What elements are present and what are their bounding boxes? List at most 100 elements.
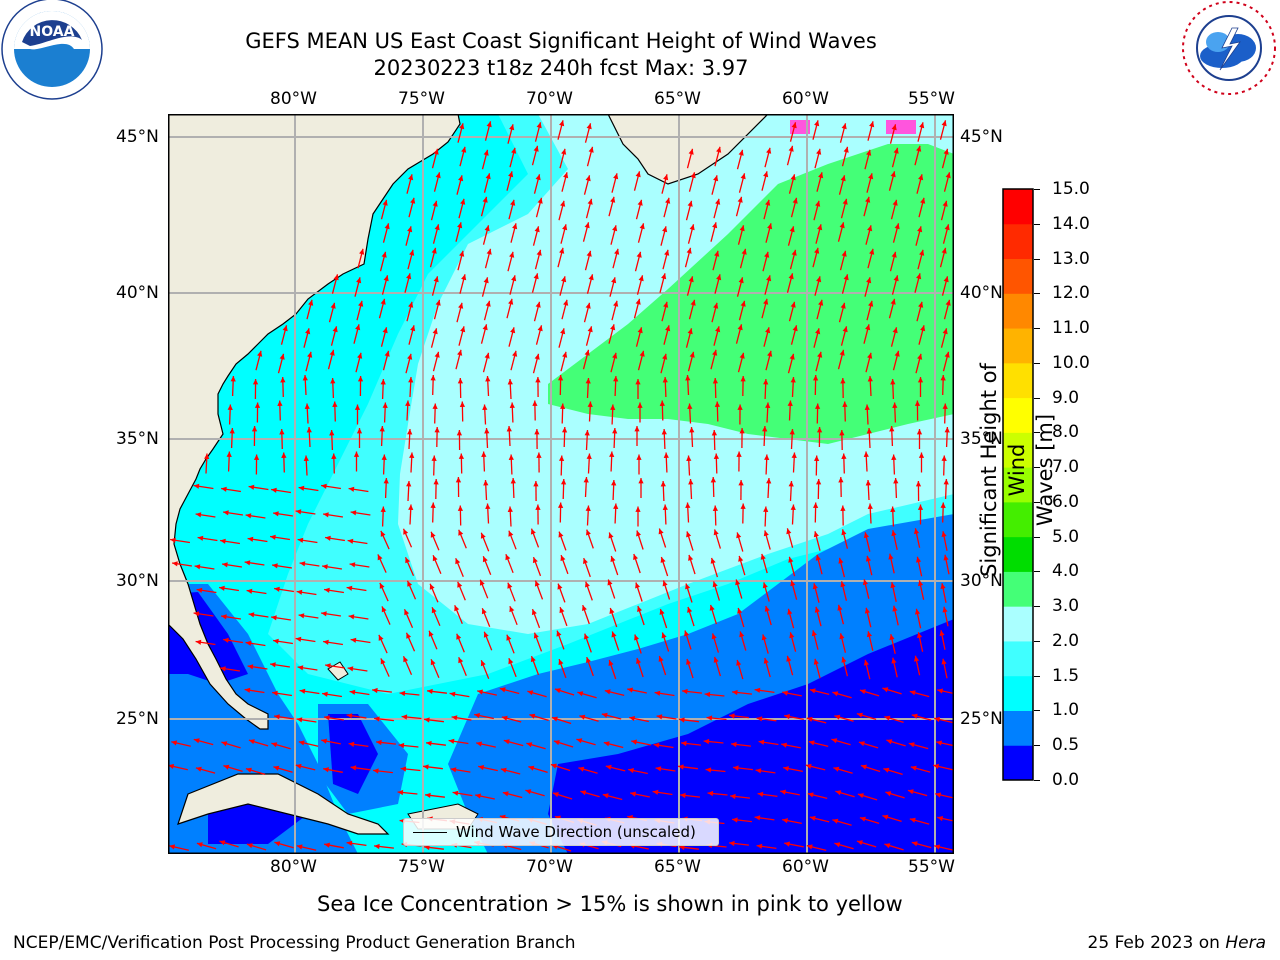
colorbar-cell bbox=[1003, 223, 1033, 260]
wave-arrow-head bbox=[296, 589, 303, 595]
wave-arrow-head bbox=[499, 687, 506, 693]
wave-arrow-head bbox=[325, 663, 331, 669]
wave-arrow-head bbox=[814, 455, 820, 461]
wave-arrow-head bbox=[944, 351, 950, 358]
wave-arrow-head bbox=[678, 764, 684, 770]
colorbar-tick-label: 3.0 bbox=[1052, 596, 1080, 617]
wave-arrow-head bbox=[382, 199, 388, 206]
wave-arrow-head bbox=[865, 324, 871, 331]
wave-arrow-head bbox=[841, 529, 847, 536]
wave-arrow-head bbox=[357, 352, 363, 359]
wave-arrow-head bbox=[323, 767, 329, 773]
wave-arrow-head bbox=[509, 124, 515, 131]
wave-arrow-head bbox=[298, 613, 305, 619]
wave-arrow-head bbox=[407, 429, 413, 435]
wave-arrow-head bbox=[712, 581, 718, 588]
wave-arrow-head bbox=[274, 841, 281, 847]
wave-arrow-head bbox=[738, 277, 744, 284]
noaa-logo: NOAA bbox=[1, 0, 103, 100]
wave-arrow-head bbox=[660, 557, 666, 563]
lon-tick-bottom: 70°W bbox=[526, 857, 573, 877]
wave-arrow-head bbox=[196, 587, 203, 593]
wave-arrow-head bbox=[459, 250, 465, 257]
wave-arrow-head bbox=[767, 350, 773, 357]
wave-arrow-head bbox=[582, 605, 587, 611]
wave-arrow-head bbox=[628, 768, 634, 774]
wave-arrow-head bbox=[349, 689, 356, 695]
wave-arrow-head bbox=[910, 765, 917, 771]
wave-arrow-head bbox=[219, 840, 226, 846]
wave-arrow-head bbox=[272, 563, 278, 569]
wave-arrow-head bbox=[378, 634, 384, 641]
wave-arrow-head bbox=[431, 247, 437, 254]
wave-arrow-head bbox=[323, 639, 329, 645]
wave-arrow-head bbox=[635, 298, 641, 305]
wave-arrow-head bbox=[482, 196, 488, 203]
wave-arrow-head bbox=[791, 452, 797, 458]
wave-arrow-head bbox=[602, 793, 609, 799]
wave-arrow-head bbox=[359, 248, 365, 255]
wave-arrow-head bbox=[633, 554, 638, 560]
wave-arrow-head bbox=[585, 505, 591, 511]
wave-arrow-head bbox=[917, 504, 924, 510]
colorbar-tick-mark bbox=[1034, 710, 1040, 712]
wave-arrow-head bbox=[329, 349, 335, 356]
legend-line-sample bbox=[413, 832, 447, 833]
wave-arrow-head bbox=[712, 349, 718, 356]
wave-arrow-head bbox=[791, 122, 797, 129]
wave-arrow-head bbox=[638, 275, 644, 282]
colorbar-tick-mark bbox=[1034, 640, 1040, 642]
wave-arrow-head bbox=[688, 479, 694, 485]
wave-arrow-head bbox=[485, 173, 491, 180]
wave-arrow-head bbox=[736, 659, 742, 666]
wave-arrow-head bbox=[536, 452, 542, 458]
wave-arrow-head bbox=[767, 223, 773, 230]
lat-tick-left: 40°N bbox=[116, 283, 159, 303]
wave-arrow-head bbox=[784, 841, 790, 847]
wave-arrow-head bbox=[321, 483, 327, 489]
wave-arrow-head bbox=[511, 275, 517, 282]
wave-arrow-head bbox=[815, 200, 821, 207]
wave-arrow-head bbox=[813, 531, 819, 538]
wave-arrow-head bbox=[172, 561, 178, 567]
wave-arrow-head bbox=[530, 656, 536, 663]
wave-arrow-head bbox=[223, 764, 230, 770]
lat-tick-left: 25°N bbox=[116, 709, 159, 729]
wave-arrow-head bbox=[764, 605, 770, 612]
wave-arrow-head bbox=[229, 428, 235, 434]
wave-arrow-head bbox=[562, 224, 568, 231]
wave-arrow-head bbox=[891, 124, 897, 131]
colorbar-tick-label: 11.0 bbox=[1052, 318, 1090, 339]
wave-arrow-head bbox=[561, 276, 567, 283]
wave-arrow-head bbox=[279, 429, 285, 435]
wave-arrow-head bbox=[629, 716, 635, 722]
wave-arrow-head bbox=[399, 690, 406, 697]
wave-arrow-head bbox=[935, 792, 942, 798]
wave-arrow-head bbox=[253, 454, 260, 460]
wave-arrow-head bbox=[170, 537, 176, 543]
wave-arrow-head bbox=[432, 328, 438, 335]
wave-arrow-head bbox=[432, 200, 438, 207]
wave-arrow-head bbox=[841, 656, 847, 663]
wave-arrow-head bbox=[434, 224, 440, 231]
wave-arrow-head bbox=[347, 538, 354, 544]
wave-arrow-head bbox=[475, 793, 481, 799]
wave-arrow-head bbox=[681, 740, 687, 747]
wave-arrow-head bbox=[839, 222, 845, 229]
wave-arrow-head bbox=[915, 608, 921, 615]
wave-arrow-head bbox=[944, 224, 950, 231]
wave-arrow-head bbox=[272, 690, 278, 696]
wave-arrow-head bbox=[193, 483, 200, 489]
wave-arrow-head bbox=[482, 556, 488, 563]
wave-arrow-head bbox=[277, 400, 283, 406]
colorbar-cell bbox=[1003, 501, 1033, 538]
wave-arrow-head bbox=[588, 274, 594, 281]
colorbar-tick-mark bbox=[1034, 745, 1040, 747]
wave-arrow-head bbox=[756, 716, 763, 722]
wave-arrow-head bbox=[740, 173, 746, 180]
wave-arrow-head bbox=[834, 842, 841, 848]
wave-arrow-head bbox=[809, 815, 816, 821]
wave-arrow-head bbox=[788, 481, 794, 487]
wave-arrow-head bbox=[430, 375, 436, 381]
wave-arrow-head bbox=[381, 606, 387, 613]
